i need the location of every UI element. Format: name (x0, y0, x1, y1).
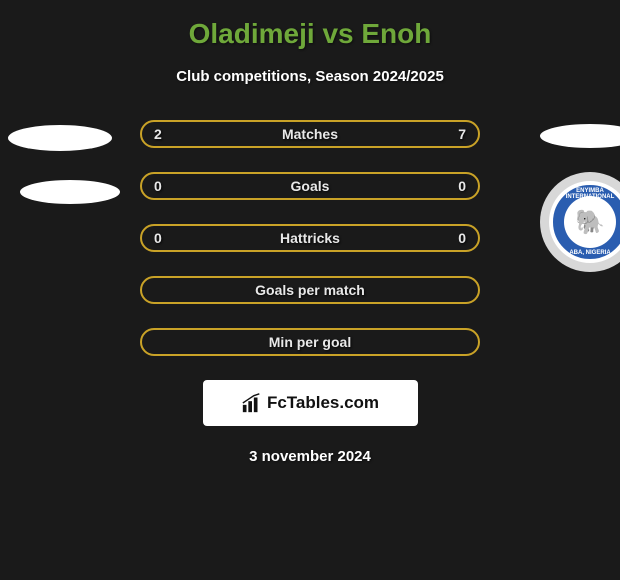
brand-box[interactable]: FcTables.com (203, 380, 418, 426)
stat-left-value: 2 (154, 126, 162, 142)
stat-label: Goals per match (255, 282, 365, 298)
stat-left-value: 0 (154, 230, 162, 246)
stat-row: 0 Goals 0 (0, 172, 620, 200)
date-text: 3 november 2024 (0, 448, 620, 465)
stats-area: 2 Matches 7 0 Goals 0 0 Hattricks 0 Goal… (0, 120, 620, 356)
subtitle: Club competitions, Season 2024/2025 (0, 68, 620, 85)
stat-left-value: 0 (154, 178, 162, 194)
stat-right-value: 7 (458, 126, 466, 142)
brand-text: FcTables.com (267, 393, 379, 413)
stat-bar-matches: 2 Matches 7 (140, 120, 480, 148)
stat-bar-goals: 0 Goals 0 (140, 172, 480, 200)
stat-row: Goals per match (0, 276, 620, 304)
stat-right-value: 0 (458, 230, 466, 246)
stat-right-value: 0 (458, 178, 466, 194)
stat-bar-hattricks: 0 Hattricks 0 (140, 224, 480, 252)
stat-row: Min per goal (0, 328, 620, 356)
stat-row: 0 Hattricks 0 (0, 224, 620, 252)
bar-chart-icon (241, 392, 263, 414)
stat-label: Matches (282, 126, 338, 142)
main-container: Oladimeji vs Enoh Club competitions, Sea… (0, 0, 620, 475)
stat-bar-mpg: Min per goal (140, 328, 480, 356)
stat-row: 2 Matches 7 (0, 120, 620, 148)
stat-label: Goals (291, 178, 330, 194)
page-title: Oladimeji vs Enoh (0, 18, 620, 50)
stat-label: Hattricks (280, 230, 340, 246)
stat-bar-gpm: Goals per match (140, 276, 480, 304)
stat-label: Min per goal (269, 334, 351, 350)
